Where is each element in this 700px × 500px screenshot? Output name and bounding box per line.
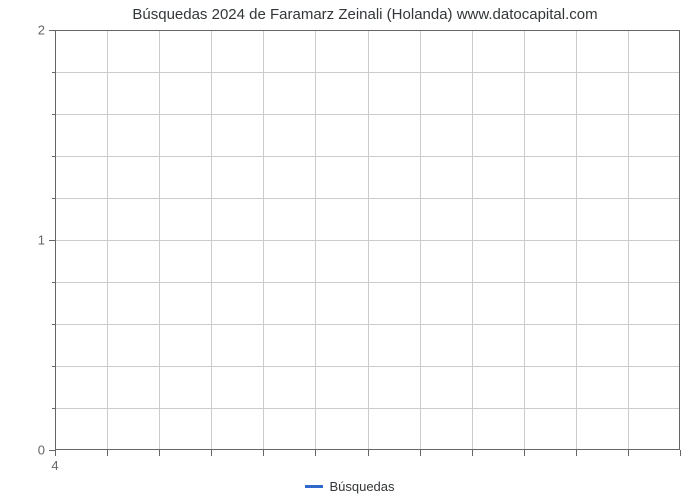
x-tick xyxy=(420,450,421,456)
legend-item-busquedas: Búsquedas xyxy=(305,479,394,494)
axis-bottom xyxy=(55,449,680,450)
x-tick xyxy=(680,450,681,456)
legend-swatch xyxy=(305,485,323,488)
y-tick-label: 0 xyxy=(38,443,55,458)
x-tick xyxy=(263,450,264,456)
grid-line-horizontal xyxy=(55,72,680,73)
chart-container: Búsquedas 2024 de Faramarz Zeinali (Hola… xyxy=(0,0,700,500)
x-tick xyxy=(576,450,577,456)
x-tick xyxy=(315,450,316,456)
x-tick xyxy=(107,450,108,456)
grid-line-horizontal xyxy=(55,324,680,325)
x-tick xyxy=(472,450,473,456)
x-tick xyxy=(159,450,160,456)
axis-top xyxy=(55,30,680,31)
legend-label: Búsquedas xyxy=(329,479,394,494)
x-tick xyxy=(211,450,212,456)
grid-line-horizontal xyxy=(55,366,680,367)
legend: Búsquedas xyxy=(0,475,700,494)
grid-line-horizontal xyxy=(55,240,680,241)
chart-title: Búsquedas 2024 de Faramarz Zeinali (Hola… xyxy=(50,6,680,23)
axis-left xyxy=(55,30,56,450)
grid-line-horizontal xyxy=(55,408,680,409)
x-tick xyxy=(368,450,369,456)
grid-line-horizontal xyxy=(55,198,680,199)
plot-area: 4012 xyxy=(55,30,680,450)
grid-line-horizontal xyxy=(55,114,680,115)
axis-right xyxy=(679,30,680,450)
x-tick xyxy=(628,450,629,456)
grid-line-horizontal xyxy=(55,282,680,283)
y-tick-label: 2 xyxy=(38,23,55,38)
x-tick xyxy=(524,450,525,456)
y-tick-label: 1 xyxy=(38,233,55,248)
grid-line-horizontal xyxy=(55,156,680,157)
